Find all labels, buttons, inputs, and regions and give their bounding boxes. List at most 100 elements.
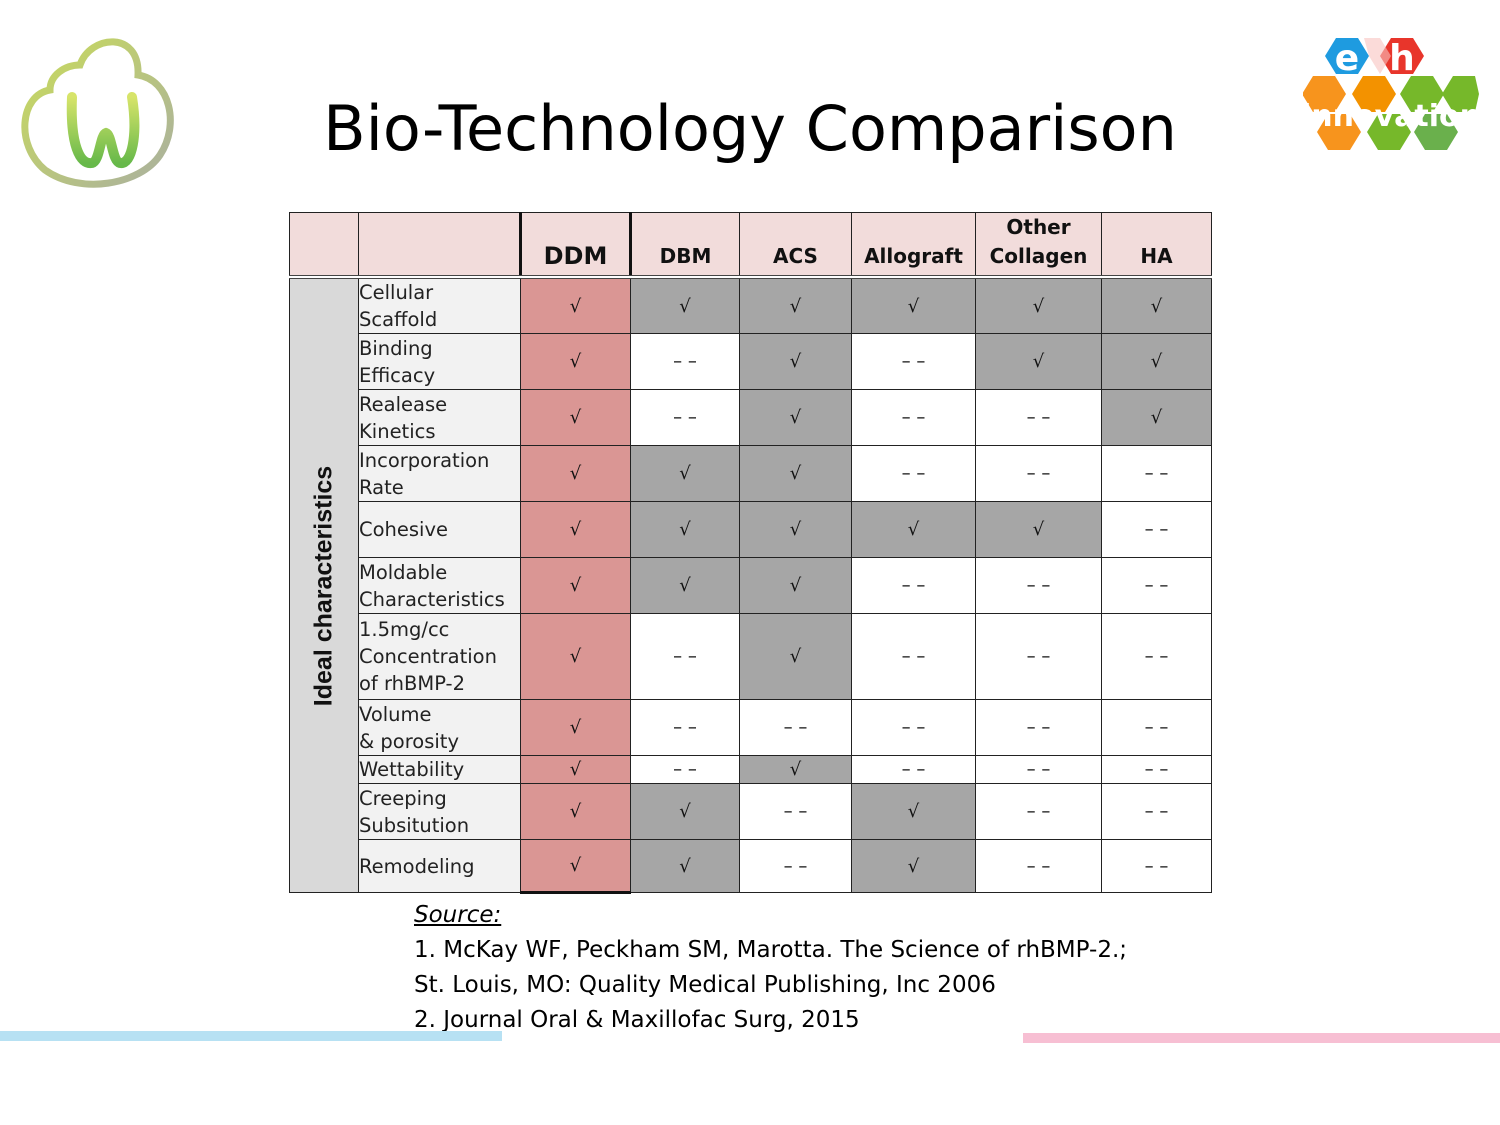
check-mark-cell: √: [975, 501, 1102, 558]
table-row: 1.5mg/cc Concentration of rhBMP-2 √ – – √ – – –…: [290, 613, 1212, 700]
column-header-dbm: DBM: [630, 212, 740, 279]
check-mark-cell: √: [520, 501, 631, 558]
dash-cell: – –: [975, 613, 1102, 700]
dash-cell: – –: [1101, 445, 1212, 502]
decorative-line-pink: [1023, 1033, 1500, 1043]
check-mark-cell: √: [851, 276, 976, 334]
row-label: Cellular Scaffold: [358, 276, 521, 334]
table-row: Binding Efficacy √ – – √ – – √ √: [290, 333, 1212, 390]
eh-innovation-logo: e h innovation: [1301, 36, 1481, 152]
check-mark-cell: √: [739, 389, 852, 446]
column-header-other-collagen: Other Collagen: [975, 212, 1102, 279]
check-mark-cell: √: [739, 613, 852, 700]
slide-title: Bio-Technology Comparison: [323, 92, 1177, 165]
dash-cell: – –: [1101, 557, 1212, 614]
table-row: Remodeling √ √ – – √ – – – –: [290, 839, 1212, 894]
column-header-allograft: Allograft: [851, 212, 976, 279]
dash-cell: – –: [975, 557, 1102, 614]
table-row: Moldable Characteristics √ √ √ – – – – – –: [290, 557, 1212, 614]
side-label: Ideal characteristics: [309, 465, 338, 706]
dash-cell: – –: [739, 839, 852, 893]
column-header-ha: HA: [1101, 212, 1212, 279]
dash-cell: – –: [851, 333, 976, 390]
header-corner: [289, 212, 359, 279]
check-mark-cell: √: [975, 333, 1102, 390]
dash-cell: – –: [975, 445, 1102, 502]
check-mark-cell: √: [1101, 333, 1212, 390]
check-mark-cell: √: [520, 276, 631, 334]
source-citation: Source: 1. McKay WF, Peckham SM, Marotta…: [414, 898, 1127, 1038]
column-header-ddm: DDM: [519, 212, 632, 279]
source-line: 1. McKay WF, Peckham SM, Marotta. The Sc…: [414, 937, 1128, 963]
check-mark-cell: √: [739, 501, 852, 558]
check-mark-cell: √: [739, 755, 852, 784]
check-mark-cell: √: [520, 557, 631, 614]
dash-cell: – –: [975, 699, 1102, 756]
dash-cell: – –: [630, 333, 740, 390]
dash-cell: – –: [1101, 699, 1212, 756]
check-mark-cell: √: [520, 839, 631, 894]
decorative-line-blue: [0, 1031, 502, 1041]
dash-cell: – –: [1101, 755, 1212, 784]
source-line: St. Louis, MO: Quality Medical Publishin…: [414, 972, 996, 998]
check-mark-cell: √: [630, 783, 740, 840]
side-label-cell: Ideal characteristics: [289, 276, 359, 893]
dash-cell: – –: [630, 699, 740, 756]
check-mark-cell: √: [739, 333, 852, 390]
table-row: Incorporation Rate √ √ √ – – – – – –: [290, 445, 1212, 502]
check-mark-cell: √: [851, 839, 976, 893]
dash-cell: – –: [975, 839, 1102, 893]
dash-cell: – –: [851, 557, 976, 614]
comparison-table: DDM DBM ACS Allograft Other Collagen HA …: [289, 212, 1212, 894]
row-label: Moldable Characteristics: [358, 557, 521, 614]
check-mark-cell: √: [520, 333, 631, 390]
tooth-cloud-logo: [20, 35, 178, 190]
dash-cell: – –: [739, 699, 852, 756]
table-header-row: DDM DBM ACS Allograft Other Collagen HA: [289, 212, 1212, 279]
check-mark-cell: √: [630, 839, 740, 893]
row-label: Binding Efficacy: [358, 333, 521, 390]
check-mark-cell: √: [851, 783, 976, 840]
column-header-acs: ACS: [739, 212, 852, 279]
row-label: Wettability: [358, 755, 521, 784]
dash-cell: – –: [1101, 783, 1212, 840]
check-mark-cell: √: [975, 276, 1102, 334]
row-label: 1.5mg/cc Concentration of rhBMP-2: [358, 613, 521, 700]
row-label: Creeping Subsitution: [358, 783, 521, 840]
dash-cell: – –: [975, 389, 1102, 446]
check-mark-cell: √: [630, 501, 740, 558]
check-mark-cell: √: [520, 783, 631, 840]
dash-cell: – –: [1101, 613, 1212, 700]
row-label: Realease Kinetics: [358, 389, 521, 446]
check-mark-cell: √: [630, 276, 740, 334]
dash-cell: – –: [630, 755, 740, 784]
table-row: Realease Kinetics √ – – √ – – – – √: [290, 389, 1212, 446]
row-label: Volume & porosity: [358, 699, 521, 756]
row-label: Remodeling: [358, 839, 521, 893]
dash-cell: – –: [851, 389, 976, 446]
table-row: Volume & porosity √ – – – – – – – – – –: [290, 699, 1212, 756]
check-mark-cell: √: [520, 445, 631, 502]
table-row: Ideal characteristics Cellular Scaffold √ √ √…: [289, 276, 1212, 893]
svg-text:h: h: [1389, 38, 1415, 79]
table-row: Creeping Subsitution √ √ – – √ – – – –: [290, 783, 1212, 840]
check-mark-cell: √: [739, 445, 852, 502]
check-mark-cell: √: [520, 389, 631, 446]
check-mark-cell: √: [739, 276, 852, 334]
svg-text:e: e: [1335, 38, 1359, 79]
check-mark-cell: √: [520, 613, 631, 700]
dash-cell: – –: [851, 699, 976, 756]
dash-cell: – –: [975, 783, 1102, 840]
dash-cell: – –: [739, 783, 852, 840]
check-mark-cell: √: [630, 557, 740, 614]
header-label-column: [358, 212, 521, 279]
dash-cell: – –: [630, 613, 740, 700]
dash-cell: – –: [851, 445, 976, 502]
row-label: Cohesive: [358, 501, 521, 558]
dash-cell: – –: [1101, 839, 1212, 893]
dash-cell: – –: [851, 613, 976, 700]
table-row: Wettability √ – – √ – – – – – –: [290, 755, 1212, 784]
check-mark-cell: √: [851, 501, 976, 558]
dash-cell: – –: [975, 755, 1102, 784]
check-mark-cell: √: [1101, 276, 1212, 334]
